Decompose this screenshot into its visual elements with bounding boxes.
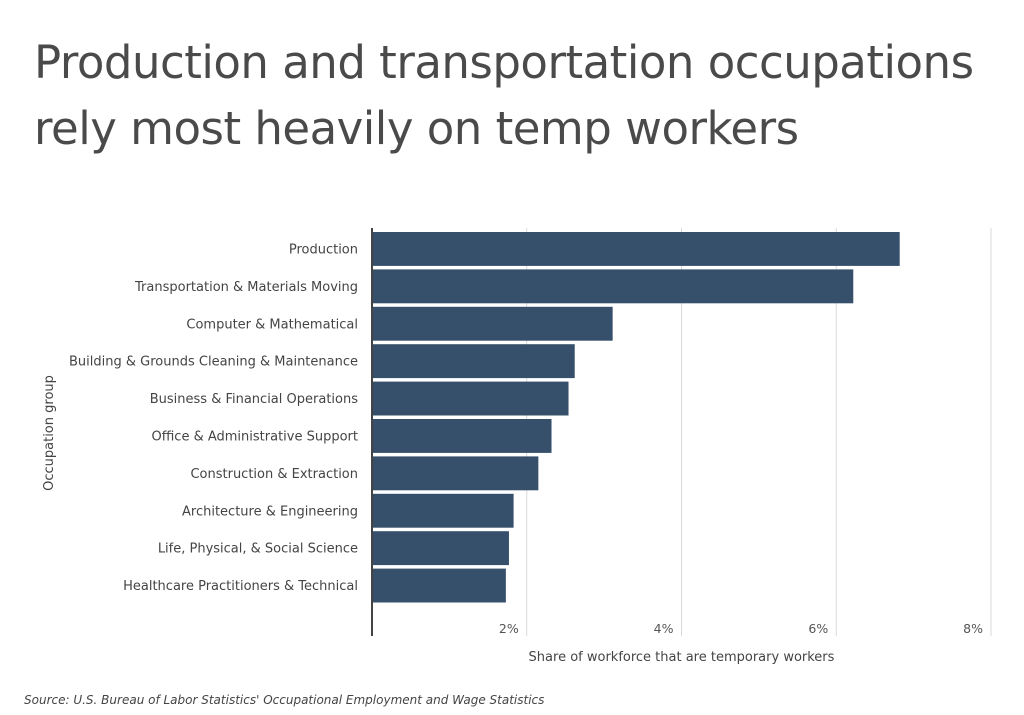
y-category-label: Computer & Mathematical (186, 317, 358, 332)
source-note: Source: U.S. Bureau of Labor Statistics'… (24, 693, 545, 707)
y-category-label: Architecture & Engineering (182, 504, 358, 519)
bar (372, 269, 854, 304)
bar (372, 419, 552, 453)
y-category-label: Life, Physical, & Social Science (158, 542, 358, 557)
chart-title: Production and transportation occupation… (34, 36, 974, 155)
bar (372, 531, 509, 566)
x-axis-label: Share of workforce that are temporary wo… (529, 650, 835, 665)
x-tick-label: 4% (654, 621, 674, 636)
bar (372, 232, 900, 266)
y-category-label: Business & Financial Operations (150, 392, 358, 407)
x-tick-label: 6% (808, 621, 828, 636)
y-category-label: Office & Administrative Support (152, 429, 359, 444)
bar (372, 344, 575, 379)
y-category-label: Production (289, 242, 358, 257)
y-category-label: Building & Grounds Cleaning & Maintenanc… (69, 355, 358, 370)
x-tick-label: 2% (499, 621, 519, 636)
bar (372, 306, 613, 341)
x-tick-label: 8% (963, 621, 983, 636)
y-axis-label: Occupation group (42, 375, 57, 491)
bar (372, 381, 569, 416)
bar (372, 493, 514, 528)
bar (372, 568, 506, 603)
bar (372, 456, 539, 491)
y-category-label: Transportation & Materials Moving (134, 280, 358, 295)
y-category-label: Construction & Extraction (190, 467, 358, 482)
y-category-label: Healthcare Practitioners & Technical (123, 579, 358, 594)
